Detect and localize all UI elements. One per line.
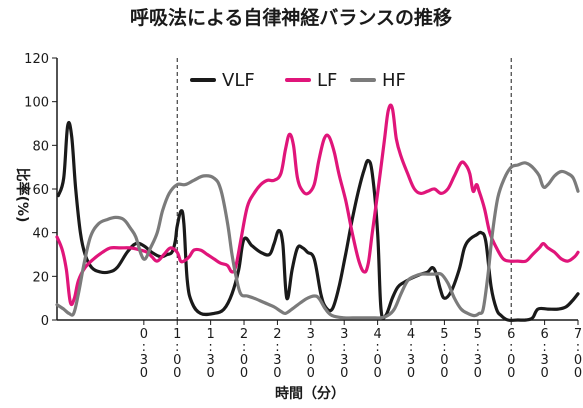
- legend: VLF LF HF: [190, 70, 406, 91]
- series-lines: [55, 103, 580, 322]
- y-tick-label: 0: [41, 314, 49, 329]
- axes: [52, 57, 579, 325]
- legend-label-hf: HF: [382, 70, 406, 91]
- legend-label-lf: LF: [317, 70, 337, 91]
- y-tick-label: 100: [24, 96, 49, 111]
- series-line-vlf: [56, 121, 580, 322]
- series-line-lf: [55, 103, 580, 307]
- y-axis-label: 比率(%): [14, 168, 31, 223]
- chart-title: 呼吸法による自律神経バランスの推移: [130, 6, 452, 29]
- series-line-hf: [55, 161, 580, 320]
- y-tick-label: 60: [32, 183, 49, 198]
- y-tick-label: 120: [24, 52, 49, 67]
- x-tick-labels: 0:3 0 1:0 0 1:3 0 2:0 0 2:3 0 3:0 0 3:3 0 4:0 0 4:3 0 5:0 0…: [140, 327, 582, 381]
- x-axis-label: 時間（分）: [275, 385, 345, 402]
- y-tick-label: 40: [32, 227, 49, 242]
- y-tick-label: 20: [32, 270, 49, 285]
- vertical-reference-lines: [176, 58, 512, 320]
- legend-label-vlf: VLF: [222, 70, 255, 91]
- y-tick-label: 80: [32, 139, 49, 154]
- y-tick-labels: 0 20 40 60 80 100 120: [24, 52, 49, 329]
